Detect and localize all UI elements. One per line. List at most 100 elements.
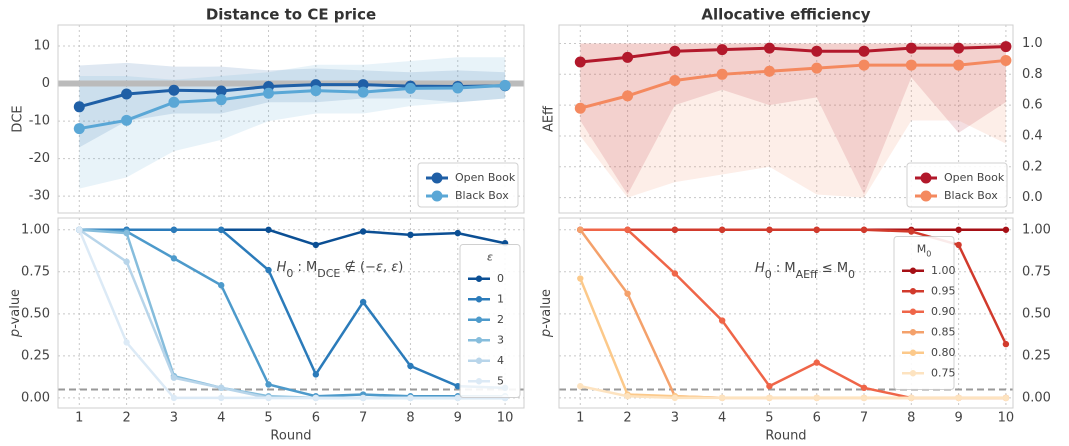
data-point — [121, 88, 133, 100]
y-axis-label: AEff — [542, 105, 557, 132]
x-tick-label: 7 — [359, 411, 367, 426]
data-point — [905, 59, 917, 71]
series-line — [79, 228, 506, 398]
y-tick-label: 0.00 — [21, 390, 50, 405]
legend: Open Book Black Box — [417, 162, 519, 208]
data-point — [763, 42, 775, 54]
text-part: ε — [391, 260, 398, 275]
data-point — [860, 394, 868, 402]
legend-title: M0 — [917, 243, 932, 259]
y-tick-label: 0.50 — [1022, 306, 1051, 321]
data-point — [265, 226, 272, 233]
text-part: ) — [398, 260, 403, 275]
data-point — [860, 384, 868, 392]
x-tick-label: 2 — [623, 411, 631, 426]
x-tick-label: 5 — [264, 411, 272, 426]
data-point — [170, 394, 178, 402]
data-point — [624, 393, 631, 400]
legend-label: 0.75 — [931, 366, 956, 379]
x-tick-label: 4 — [718, 411, 726, 426]
legend-label: 0.85 — [931, 325, 956, 338]
text-part: , — [383, 260, 391, 275]
legend-title: ε — [487, 251, 493, 264]
x-tick-label: 2 — [122, 411, 130, 426]
text-part: : M — [772, 261, 796, 276]
y-tick-label: 0.6 — [1022, 98, 1043, 113]
legend-marker — [920, 172, 932, 184]
data-point — [265, 266, 272, 274]
annotation: H0 : MDCE ∉ (−ε, ε) — [277, 260, 404, 280]
y-tick-label: 1.00 — [21, 222, 50, 237]
data-point — [73, 123, 85, 135]
data-point — [1002, 394, 1010, 402]
y-tick-label: 0.75 — [21, 264, 50, 279]
x-tick-label: 9 — [454, 411, 462, 426]
y-tick-label: -10 — [29, 114, 50, 129]
data-point — [624, 290, 631, 297]
data-point — [123, 339, 130, 346]
legend-marker — [909, 370, 917, 377]
x-tick-label: 8 — [406, 411, 414, 426]
legend-marker — [475, 275, 483, 282]
legend-marker — [909, 308, 917, 315]
y-tick-label: 0.75 — [1022, 264, 1051, 279]
y-tick-label: 0.0 — [1022, 190, 1043, 205]
y-tick-label: 0.50 — [21, 306, 50, 321]
x-axis-label: Round — [270, 429, 311, 444]
data-point — [671, 270, 679, 277]
x-axis-label: Round — [765, 429, 806, 444]
legend-label: Open Book — [455, 171, 516, 184]
text-part: p — [539, 329, 554, 338]
data-point — [908, 228, 915, 235]
data-point — [716, 44, 728, 56]
data-point — [905, 42, 917, 54]
data-point — [1002, 340, 1010, 348]
text-part: 0 — [926, 250, 931, 259]
text-part: -value — [8, 289, 23, 329]
data-point — [359, 394, 367, 402]
plot-frame — [558, 217, 1014, 409]
x-tick-label: 1 — [576, 411, 584, 426]
x-tick-label: 10 — [497, 411, 514, 426]
data-point — [170, 374, 178, 381]
data-point — [669, 74, 681, 86]
x-tick-label: 6 — [312, 411, 320, 426]
legend-marker — [909, 288, 917, 295]
data-point — [170, 255, 178, 262]
series-line — [79, 83, 506, 131]
text-part: 0 — [286, 267, 293, 280]
data-point — [73, 101, 85, 113]
series-line — [78, 229, 506, 400]
data-point — [669, 45, 681, 57]
data-point — [265, 381, 272, 388]
plot-frame — [57, 217, 525, 409]
text-part: H — [755, 261, 765, 276]
series-line — [579, 58, 1007, 110]
data-point — [310, 85, 322, 97]
legend-label: 5 — [497, 374, 504, 387]
legend-marker — [475, 337, 483, 344]
data-point — [671, 394, 679, 402]
text-part: -value — [539, 289, 554, 329]
data-point — [622, 90, 634, 102]
data-point — [168, 84, 180, 96]
data-point — [452, 82, 464, 94]
data-point — [454, 394, 461, 402]
text-part: M — [917, 243, 927, 256]
x-tick-label: 5 — [765, 411, 773, 426]
y-tick-label: -20 — [29, 151, 50, 166]
data-point — [716, 68, 728, 80]
data-point — [499, 79, 511, 91]
data-point — [622, 51, 634, 63]
text-part: ≤ M — [818, 261, 848, 276]
text-part: DCE — [317, 267, 340, 280]
legend-label: 0 — [497, 272, 504, 285]
data-point — [407, 362, 414, 370]
legend-marker — [475, 296, 483, 303]
legend-marker — [431, 172, 443, 184]
data-point — [76, 226, 83, 233]
text-part: 0 — [848, 268, 855, 281]
legend-label: 1 — [497, 292, 504, 305]
text-part: 0 — [765, 268, 772, 281]
data-point — [218, 282, 225, 289]
